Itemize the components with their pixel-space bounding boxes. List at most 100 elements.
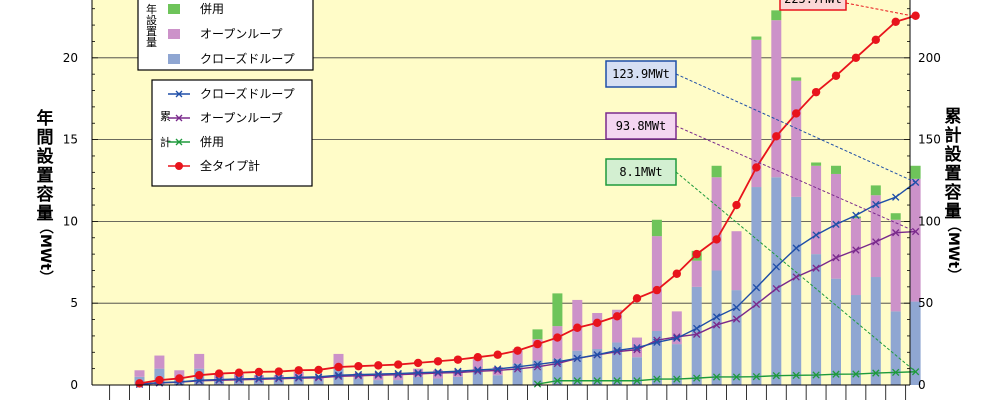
bar-open-loop <box>671 311 682 345</box>
line-open-loop-marker <box>772 284 780 293</box>
line-closed-loop-marker <box>334 371 343 379</box>
legend-marker <box>175 138 183 146</box>
point-total <box>473 352 482 362</box>
line-open-loop-marker <box>693 330 701 338</box>
legend-cumulative-group-char: 計 <box>160 135 171 149</box>
legend-annual-item: 併用 <box>200 2 224 16</box>
bar-open-loop <box>333 353 344 369</box>
bar-open-loop <box>452 371 463 377</box>
legend-annual <box>137 0 314 71</box>
point-total <box>175 374 184 383</box>
y-tick-label-right: 50 <box>918 296 933 310</box>
point-total <box>374 361 383 370</box>
point-total <box>533 339 542 349</box>
line-combined-marker <box>553 377 562 385</box>
bar-closed-loop <box>711 270 722 385</box>
point-total <box>692 249 701 259</box>
point-total <box>573 323 582 332</box>
line-open-loop-marker <box>374 371 382 379</box>
point-total <box>513 346 522 355</box>
line-open-loop-marker <box>832 254 840 262</box>
bar-closed-loop <box>671 344 682 385</box>
line-closed-loop-marker <box>712 313 721 321</box>
point-total <box>493 350 502 359</box>
legend-swatch <box>168 54 180 64</box>
bar-closed-loop <box>234 378 244 385</box>
bar-closed-loop <box>293 378 304 385</box>
line-combined-marker <box>613 377 621 385</box>
bar-closed-loop <box>452 376 463 385</box>
bar-open-loop <box>472 358 483 372</box>
line-combined-marker <box>693 374 701 382</box>
callout-leader <box>675 73 916 183</box>
point-total <box>354 361 363 371</box>
point-total <box>891 17 900 27</box>
bar-closed-loop <box>910 301 921 385</box>
bar-closed-loop <box>572 350 583 385</box>
point-total <box>911 11 920 20</box>
y-tick-label-right: 100 <box>918 214 941 228</box>
line-closed-loop-marker <box>314 373 323 381</box>
line-closed-loop-marker <box>533 360 542 369</box>
line-closed-loop-marker <box>792 244 800 252</box>
line-open-loop-marker <box>872 238 880 246</box>
bar-open-loop <box>373 373 384 381</box>
bar-combined <box>532 329 543 340</box>
bar-closed-loop <box>870 277 881 385</box>
bar-open-loop <box>691 260 702 287</box>
line-open-loop-marker <box>394 371 402 379</box>
legend-cumulative-item: 全タイプ計 <box>200 158 260 173</box>
bar-open-loop <box>731 231 742 291</box>
callout-label: 123.9MWt <box>612 67 670 81</box>
bar-closed-loop <box>433 378 443 385</box>
point-total <box>672 269 681 278</box>
legend-cumulative-item: オープンループ <box>200 111 283 125</box>
bar-open-loop <box>512 349 523 364</box>
line-closed-loop-marker <box>255 374 263 383</box>
point-total <box>214 369 224 378</box>
y-tick-label-left: 15 <box>63 133 78 147</box>
point-total <box>155 375 164 385</box>
line-open-loop <box>139 230 916 386</box>
callout-label: 8.1MWt <box>619 165 662 179</box>
y-tick-label-right: 0 <box>918 378 926 392</box>
line-closed-loop-marker <box>812 231 820 239</box>
callout-leader <box>675 125 916 233</box>
legend-swatch <box>168 29 180 39</box>
point-total <box>593 318 602 328</box>
line-closed-loop <box>139 181 917 385</box>
y-tick-label-left: 5 <box>70 296 78 310</box>
bar-open-loop <box>293 371 304 379</box>
point-total <box>652 285 662 295</box>
line-total <box>139 14 916 385</box>
legend-annual-group-char: 量 <box>146 36 157 49</box>
line-combined-marker <box>573 377 581 385</box>
point-total <box>632 294 642 303</box>
bar-closed-loop <box>691 286 702 385</box>
bar-closed-loop <box>890 311 901 385</box>
legend-annual-group-char: 置 <box>146 25 157 38</box>
bar-closed-loop <box>313 380 324 385</box>
line-closed-loop-marker <box>394 369 402 378</box>
point-total <box>851 53 861 62</box>
bar-closed-loop <box>552 358 563 385</box>
line-open-loop-marker <box>852 246 860 254</box>
bar-open-loop <box>194 353 205 369</box>
line-open-loop-marker <box>812 264 820 272</box>
point-total <box>553 333 562 342</box>
line-closed-loop-marker <box>494 365 502 373</box>
line-combined <box>537 371 916 385</box>
legend-cumulative-group-label: 累計 <box>160 110 171 149</box>
line-closed-loop-marker <box>613 346 621 355</box>
line-combined-marker <box>752 372 761 381</box>
line-combined-marker <box>633 377 641 385</box>
y-tick-label-left: 20 <box>63 51 78 65</box>
line-closed-loop-marker <box>573 354 581 362</box>
bar-closed-loop <box>831 278 841 385</box>
bar-combined <box>870 185 881 196</box>
legend-swatch <box>168 4 180 14</box>
point-total <box>314 365 323 375</box>
point-total <box>752 163 761 172</box>
bar-closed-loop <box>791 196 802 385</box>
line-closed-loop-marker <box>693 324 701 333</box>
